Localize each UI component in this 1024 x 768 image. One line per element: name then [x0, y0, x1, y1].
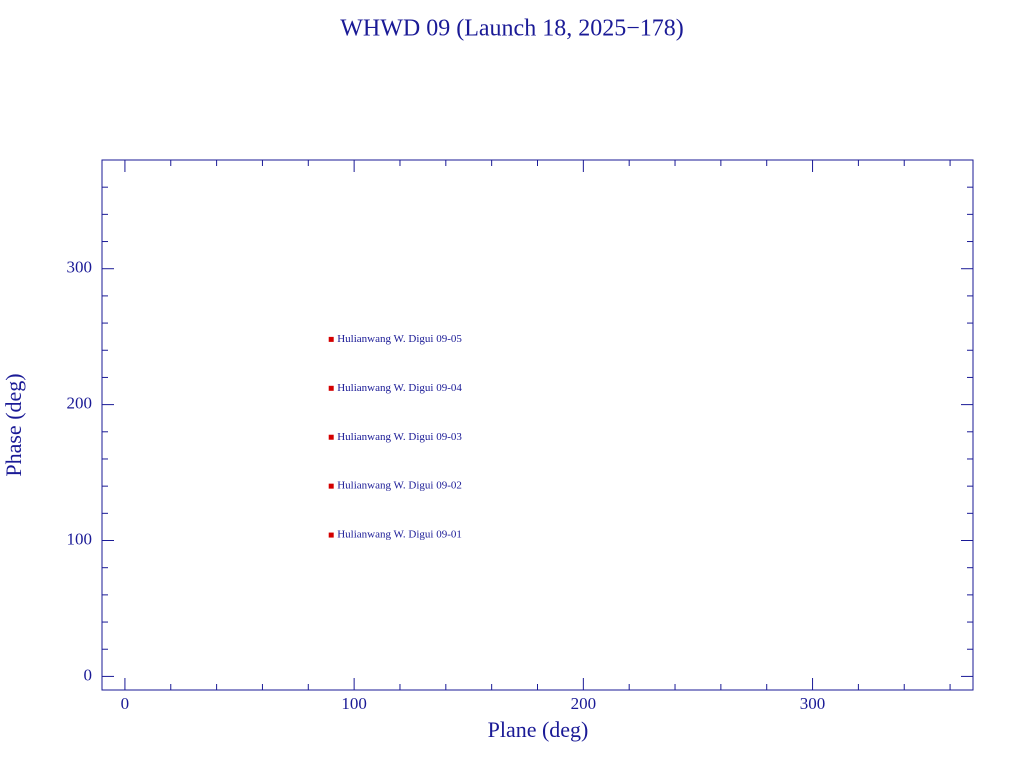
- y-tick-label: 200: [67, 394, 93, 413]
- x-axis-label: Plane (deg): [488, 717, 589, 742]
- point: [328, 434, 334, 440]
- y-tick-label: 300: [67, 258, 93, 277]
- point-label: Hulianwang W. Digui 09-02: [337, 480, 462, 492]
- y-tick-label: 100: [67, 529, 93, 548]
- x-tick-label: 0: [121, 694, 130, 713]
- x-tick-label: 200: [571, 694, 597, 713]
- y-tick-label: 0: [84, 665, 93, 684]
- y-axis-label: Phase (deg): [1, 373, 26, 476]
- point: [328, 483, 334, 489]
- point: [328, 385, 334, 391]
- point-label: Hulianwang W. Digui 09-05: [337, 333, 462, 345]
- x-tick-label: 100: [341, 694, 367, 713]
- chart-title: WHWD 09 (Launch 18, 2025−178): [340, 16, 683, 42]
- point-label: Hulianwang W. Digui 09-01: [337, 529, 462, 541]
- point: [328, 336, 334, 342]
- point-label: Hulianwang W. Digui 09-03: [337, 431, 462, 443]
- point-label: Hulianwang W. Digui 09-04: [337, 382, 462, 394]
- x-tick-label: 300: [800, 694, 826, 713]
- point: [328, 532, 334, 538]
